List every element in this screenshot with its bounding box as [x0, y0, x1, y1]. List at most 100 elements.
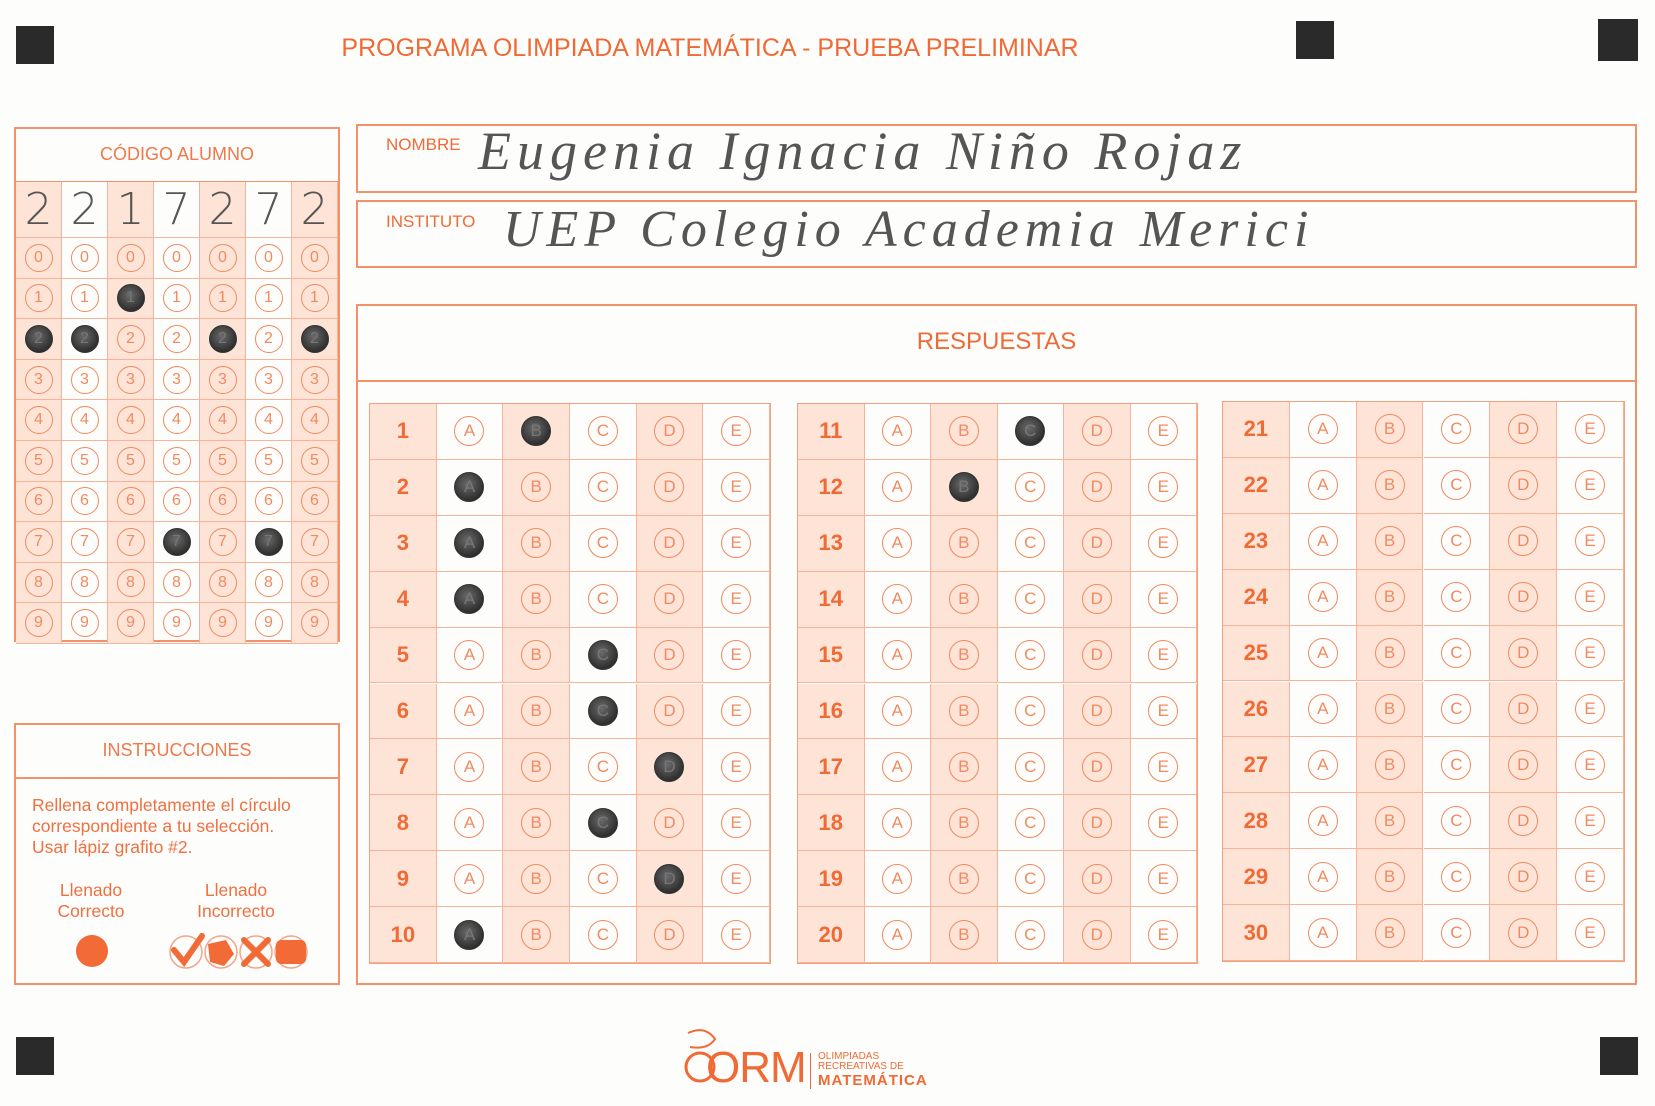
- option-bubble-c[interactable]: C: [587, 584, 618, 615]
- option-bubble-b[interactable]: B: [948, 695, 979, 726]
- option-bubble-d[interactable]: D: [1508, 470, 1539, 501]
- digit-bubble[interactable]: 0: [24, 243, 53, 272]
- option-bubble-a[interactable]: A: [882, 919, 913, 950]
- option-bubble-c[interactable]: C: [1015, 695, 1046, 726]
- option-bubble-a[interactable]: A: [1307, 749, 1338, 780]
- option-bubble-b[interactable]: B: [1374, 861, 1405, 892]
- digit-bubble[interactable]: 3: [162, 365, 191, 394]
- digit-bubble[interactable]: 0: [254, 243, 283, 272]
- option-bubble-e[interactable]: E: [1148, 807, 1179, 838]
- option-bubble-c[interactable]: C: [587, 919, 618, 950]
- option-bubble-e[interactable]: E: [1575, 749, 1606, 780]
- option-bubble-a[interactable]: A: [1307, 693, 1338, 724]
- option-bubble-b[interactable]: B: [521, 695, 552, 726]
- option-bubble-d[interactable]: D: [654, 640, 685, 671]
- option-bubble-c[interactable]: C: [1441, 470, 1472, 501]
- option-bubble-e[interactable]: E: [1148, 919, 1179, 950]
- option-bubble-a[interactable]: A: [454, 584, 485, 615]
- option-bubble-d[interactable]: D: [1081, 640, 1112, 671]
- digit-bubble[interactable]: 8: [116, 568, 145, 597]
- option-bubble-b[interactable]: B: [521, 584, 552, 615]
- option-bubble-e[interactable]: E: [1148, 863, 1179, 894]
- option-bubble-c[interactable]: C: [1015, 584, 1046, 615]
- option-bubble-c[interactable]: C: [1015, 416, 1046, 447]
- digit-bubble[interactable]: 9: [24, 609, 53, 638]
- option-bubble-d[interactable]: D: [654, 528, 685, 559]
- option-bubble-d[interactable]: D: [1081, 472, 1112, 503]
- option-bubble-c[interactable]: C: [1441, 526, 1472, 557]
- digit-bubble[interactable]: 4: [300, 406, 329, 435]
- digit-bubble[interactable]: 3: [116, 365, 145, 394]
- digit-bubble[interactable]: 5: [208, 446, 237, 475]
- option-bubble-a[interactable]: A: [882, 807, 913, 838]
- option-bubble-b[interactable]: B: [521, 528, 552, 559]
- option-bubble-e[interactable]: E: [721, 416, 752, 447]
- option-bubble-a[interactable]: A: [454, 528, 485, 559]
- option-bubble-d[interactable]: D: [654, 919, 685, 950]
- option-bubble-a[interactable]: A: [1307, 470, 1338, 501]
- option-bubble-e[interactable]: E: [721, 807, 752, 838]
- option-bubble-e[interactable]: E: [1575, 414, 1606, 445]
- option-bubble-c[interactable]: C: [1441, 414, 1472, 445]
- option-bubble-e[interactable]: E: [721, 751, 752, 782]
- digit-bubble[interactable]: 3: [24, 365, 53, 394]
- option-bubble-a[interactable]: A: [882, 528, 913, 559]
- option-bubble-a[interactable]: A: [454, 751, 485, 782]
- option-bubble-e[interactable]: E: [1575, 526, 1606, 557]
- option-bubble-e[interactable]: E: [1148, 695, 1179, 726]
- option-bubble-a[interactable]: A: [454, 695, 485, 726]
- option-bubble-e[interactable]: E: [721, 640, 752, 671]
- option-bubble-b[interactable]: B: [1374, 693, 1405, 724]
- option-bubble-a[interactable]: A: [454, 863, 485, 894]
- option-bubble-d[interactable]: D: [1508, 582, 1539, 613]
- digit-bubble[interactable]: 0: [162, 243, 191, 272]
- digit-bubble[interactable]: 8: [24, 568, 53, 597]
- option-bubble-d[interactable]: D: [1508, 414, 1539, 445]
- option-bubble-a[interactable]: A: [454, 640, 485, 671]
- option-bubble-a[interactable]: A: [1307, 582, 1338, 613]
- digit-bubble[interactable]: 5: [162, 446, 191, 475]
- option-bubble-c[interactable]: C: [1015, 528, 1046, 559]
- digit-bubble[interactable]: 3: [300, 365, 329, 394]
- digit-bubble[interactable]: 1: [24, 284, 53, 313]
- option-bubble-b[interactable]: B: [1374, 582, 1405, 613]
- option-bubble-a[interactable]: A: [1307, 638, 1338, 669]
- option-bubble-a[interactable]: A: [882, 472, 913, 503]
- digit-bubble[interactable]: 8: [300, 568, 329, 597]
- option-bubble-a[interactable]: A: [454, 919, 485, 950]
- option-bubble-e[interactable]: E: [1148, 584, 1179, 615]
- option-bubble-a[interactable]: A: [454, 807, 485, 838]
- option-bubble-c[interactable]: C: [1441, 749, 1472, 780]
- digit-bubble[interactable]: 4: [162, 406, 191, 435]
- digit-bubble[interactable]: 2: [162, 324, 191, 353]
- option-bubble-d[interactable]: D: [1081, 584, 1112, 615]
- digit-bubble[interactable]: 9: [208, 609, 237, 638]
- option-bubble-e[interactable]: E: [1575, 861, 1606, 892]
- digit-bubble[interactable]: 5: [116, 446, 145, 475]
- option-bubble-e[interactable]: E: [1148, 416, 1179, 447]
- option-bubble-c[interactable]: C: [1015, 919, 1046, 950]
- digit-bubble[interactable]: 7: [300, 527, 329, 556]
- option-bubble-c[interactable]: C: [587, 416, 618, 447]
- option-bubble-d[interactable]: D: [654, 416, 685, 447]
- digit-bubble[interactable]: 7: [208, 527, 237, 556]
- digit-bubble[interactable]: 6: [70, 487, 99, 516]
- option-bubble-b[interactable]: B: [1374, 917, 1405, 948]
- digit-bubble[interactable]: 7: [162, 527, 191, 556]
- digit-bubble[interactable]: 1: [70, 284, 99, 313]
- option-bubble-e[interactable]: E: [1575, 470, 1606, 501]
- digit-bubble[interactable]: 7: [254, 527, 283, 556]
- option-bubble-e[interactable]: E: [1148, 640, 1179, 671]
- option-bubble-c[interactable]: C: [587, 528, 618, 559]
- option-bubble-b[interactable]: B: [1374, 638, 1405, 669]
- digit-bubble[interactable]: 1: [116, 284, 145, 313]
- option-bubble-b[interactable]: B: [521, 751, 552, 782]
- digit-bubble[interactable]: 9: [300, 609, 329, 638]
- option-bubble-b[interactable]: B: [948, 640, 979, 671]
- option-bubble-d[interactable]: D: [654, 695, 685, 726]
- option-bubble-b[interactable]: B: [1374, 470, 1405, 501]
- digit-bubble[interactable]: 5: [254, 446, 283, 475]
- option-bubble-d[interactable]: D: [654, 472, 685, 503]
- option-bubble-e[interactable]: E: [1148, 472, 1179, 503]
- option-bubble-d[interactable]: D: [654, 751, 685, 782]
